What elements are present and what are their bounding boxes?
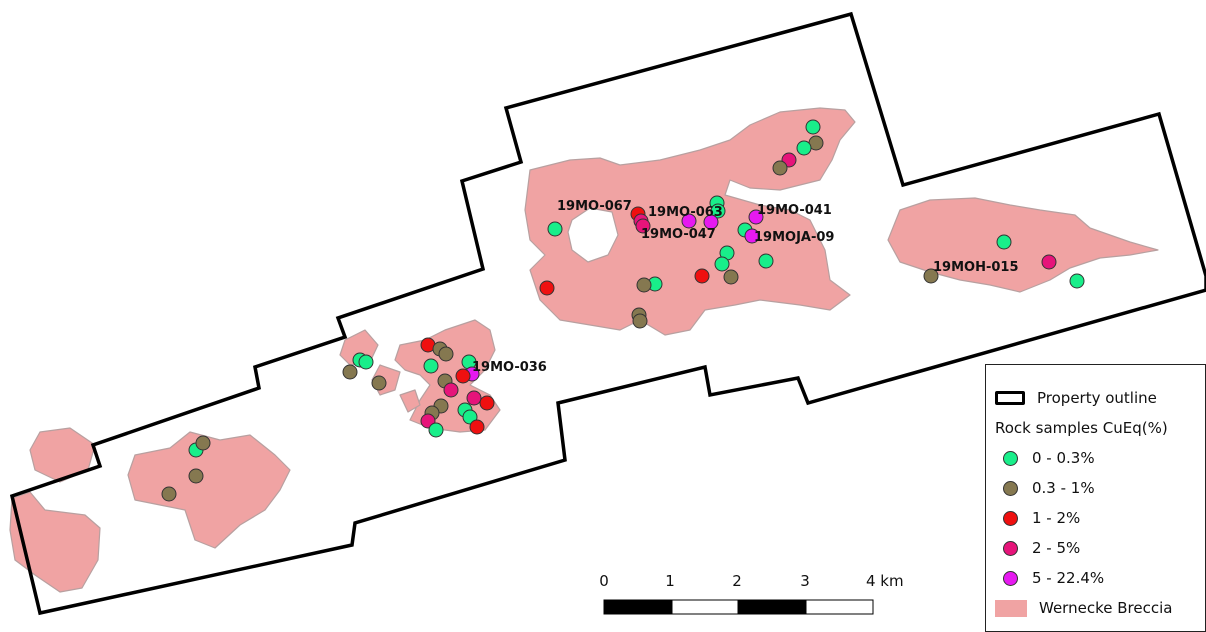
rock-sample-point: [748, 209, 764, 225]
rock-sample-point: [805, 119, 821, 135]
rock-sample-point: [466, 390, 482, 406]
label-19MO-036: 19MO-036: [472, 360, 547, 375]
scale-segment-4: [805, 599, 874, 615]
legend-item-property-outline: Property outline: [995, 383, 1205, 413]
rock-sample-point: [423, 358, 439, 374]
legend-label-class-1: 0.3 - 1%: [1032, 479, 1095, 497]
scale-segment-1: [603, 599, 673, 615]
legend-label-class-3: 2 - 5%: [1032, 539, 1081, 557]
scale-bar: 0 1 2 3 4 km: [599, 572, 904, 615]
rock-sample-point: [455, 368, 471, 384]
rock-sample-point: [195, 435, 211, 451]
rock-sample-point: [188, 468, 204, 484]
scale-tick-0: 0: [599, 572, 609, 590]
rock-sample-point: [443, 382, 459, 398]
rock-sample-point: [723, 269, 739, 285]
legend-label-class-2: 1 - 2%: [1032, 509, 1081, 527]
rock-sample-point: [772, 160, 788, 176]
map-legend: Property outline Rock samples CuEq(%) 0 …: [985, 364, 1206, 632]
label-19MO-067: 19MO-067: [557, 199, 632, 214]
rock-sample-point: [358, 354, 374, 370]
legend-item-wernecke-breccia: Wernecke Breccia: [995, 593, 1205, 623]
legend-item-class-1: 0.3 - 1%: [995, 473, 1205, 503]
rock-sample-point: [758, 253, 774, 269]
rock-sample-point: [539, 280, 555, 296]
breccia-swatch: [995, 599, 1027, 617]
label-19MO-041: 19MO-041: [757, 203, 832, 218]
rock-sample-point: [632, 313, 648, 329]
rock-sample-point: [636, 277, 652, 293]
legend-dot-4: [1003, 570, 1018, 586]
legend-label-class-0: 0 - 0.3%: [1032, 449, 1095, 467]
rock-sample-point: [469, 419, 485, 435]
legend-dot-0: [1003, 450, 1018, 466]
legend-label-property-outline: Property outline: [1037, 389, 1157, 407]
scale-tick-2: 2: [732, 572, 742, 590]
sample-labels: 19MO-067 19MO-063 19MO-047 19MO-041 19MO…: [472, 199, 1019, 375]
rock-sample-point: [923, 268, 939, 284]
scale-tick-4: 4 km: [866, 572, 904, 590]
breccia-polygon-west: [127, 431, 291, 549]
rock-sample-point: [547, 221, 563, 237]
legend-samples-title: Rock samples CuEq(%): [995, 419, 1168, 437]
property-outline-swatch: [995, 391, 1025, 405]
breccia-polygon-central-small-d: [399, 389, 421, 413]
label-19MOJA-09: 19MOJA-09: [754, 230, 834, 245]
breccia-polygon-far-west-lower: [9, 491, 101, 593]
legend-dot-1: [1003, 480, 1018, 496]
rock-sample-point: [694, 268, 710, 284]
legend-dot-3: [1003, 540, 1018, 556]
rock-sample-point: [161, 486, 177, 502]
legend-item-class-3: 2 - 5%: [995, 533, 1205, 563]
legend-dot-2: [1003, 510, 1018, 526]
scale-tick-1: 1: [665, 572, 675, 590]
property-outline: [9, 11, 1206, 616]
rock-sample-point: [744, 228, 760, 244]
rock-sample-point: [714, 256, 730, 272]
breccia-polygon-far-west-upper: [29, 427, 96, 483]
scale-tick-3: 3: [800, 572, 810, 590]
label-19MO-047: 19MO-047: [641, 227, 716, 242]
rock-sample-point: [635, 218, 651, 234]
legend-item-class-4: 5 - 22.4%: [995, 563, 1205, 593]
legend-label-wernecke-breccia: Wernecke Breccia: [1039, 599, 1173, 617]
legend-item-class-0: 0 - 0.3%: [995, 443, 1205, 473]
rock-sample-point: [1041, 254, 1057, 270]
label-19MOH-015: 19MOH-015: [933, 260, 1019, 275]
breccia-polygon-east: [887, 197, 1159, 293]
rock-sample-point: [371, 375, 387, 391]
rock-sample-point: [342, 364, 358, 380]
legend-label-class-4: 5 - 22.4%: [1032, 569, 1105, 587]
rock-sample-point: [479, 395, 495, 411]
rock-sample-point: [710, 203, 726, 219]
rock-samples: [161, 119, 1085, 502]
rock-sample-point: [1069, 273, 1085, 289]
rock-sample-point: [681, 213, 697, 229]
rock-sample-point: [703, 214, 719, 230]
rock-sample-point: [438, 346, 454, 362]
rock-sample-point: [996, 234, 1012, 250]
scale-segment-2: [671, 599, 739, 615]
rock-sample-point: [796, 140, 812, 156]
label-19MO-063: 19MO-063: [648, 205, 723, 220]
rock-sample-point: [428, 422, 444, 438]
scale-segment-3: [737, 599, 807, 615]
legend-item-class-2: 1 - 2%: [995, 503, 1205, 533]
